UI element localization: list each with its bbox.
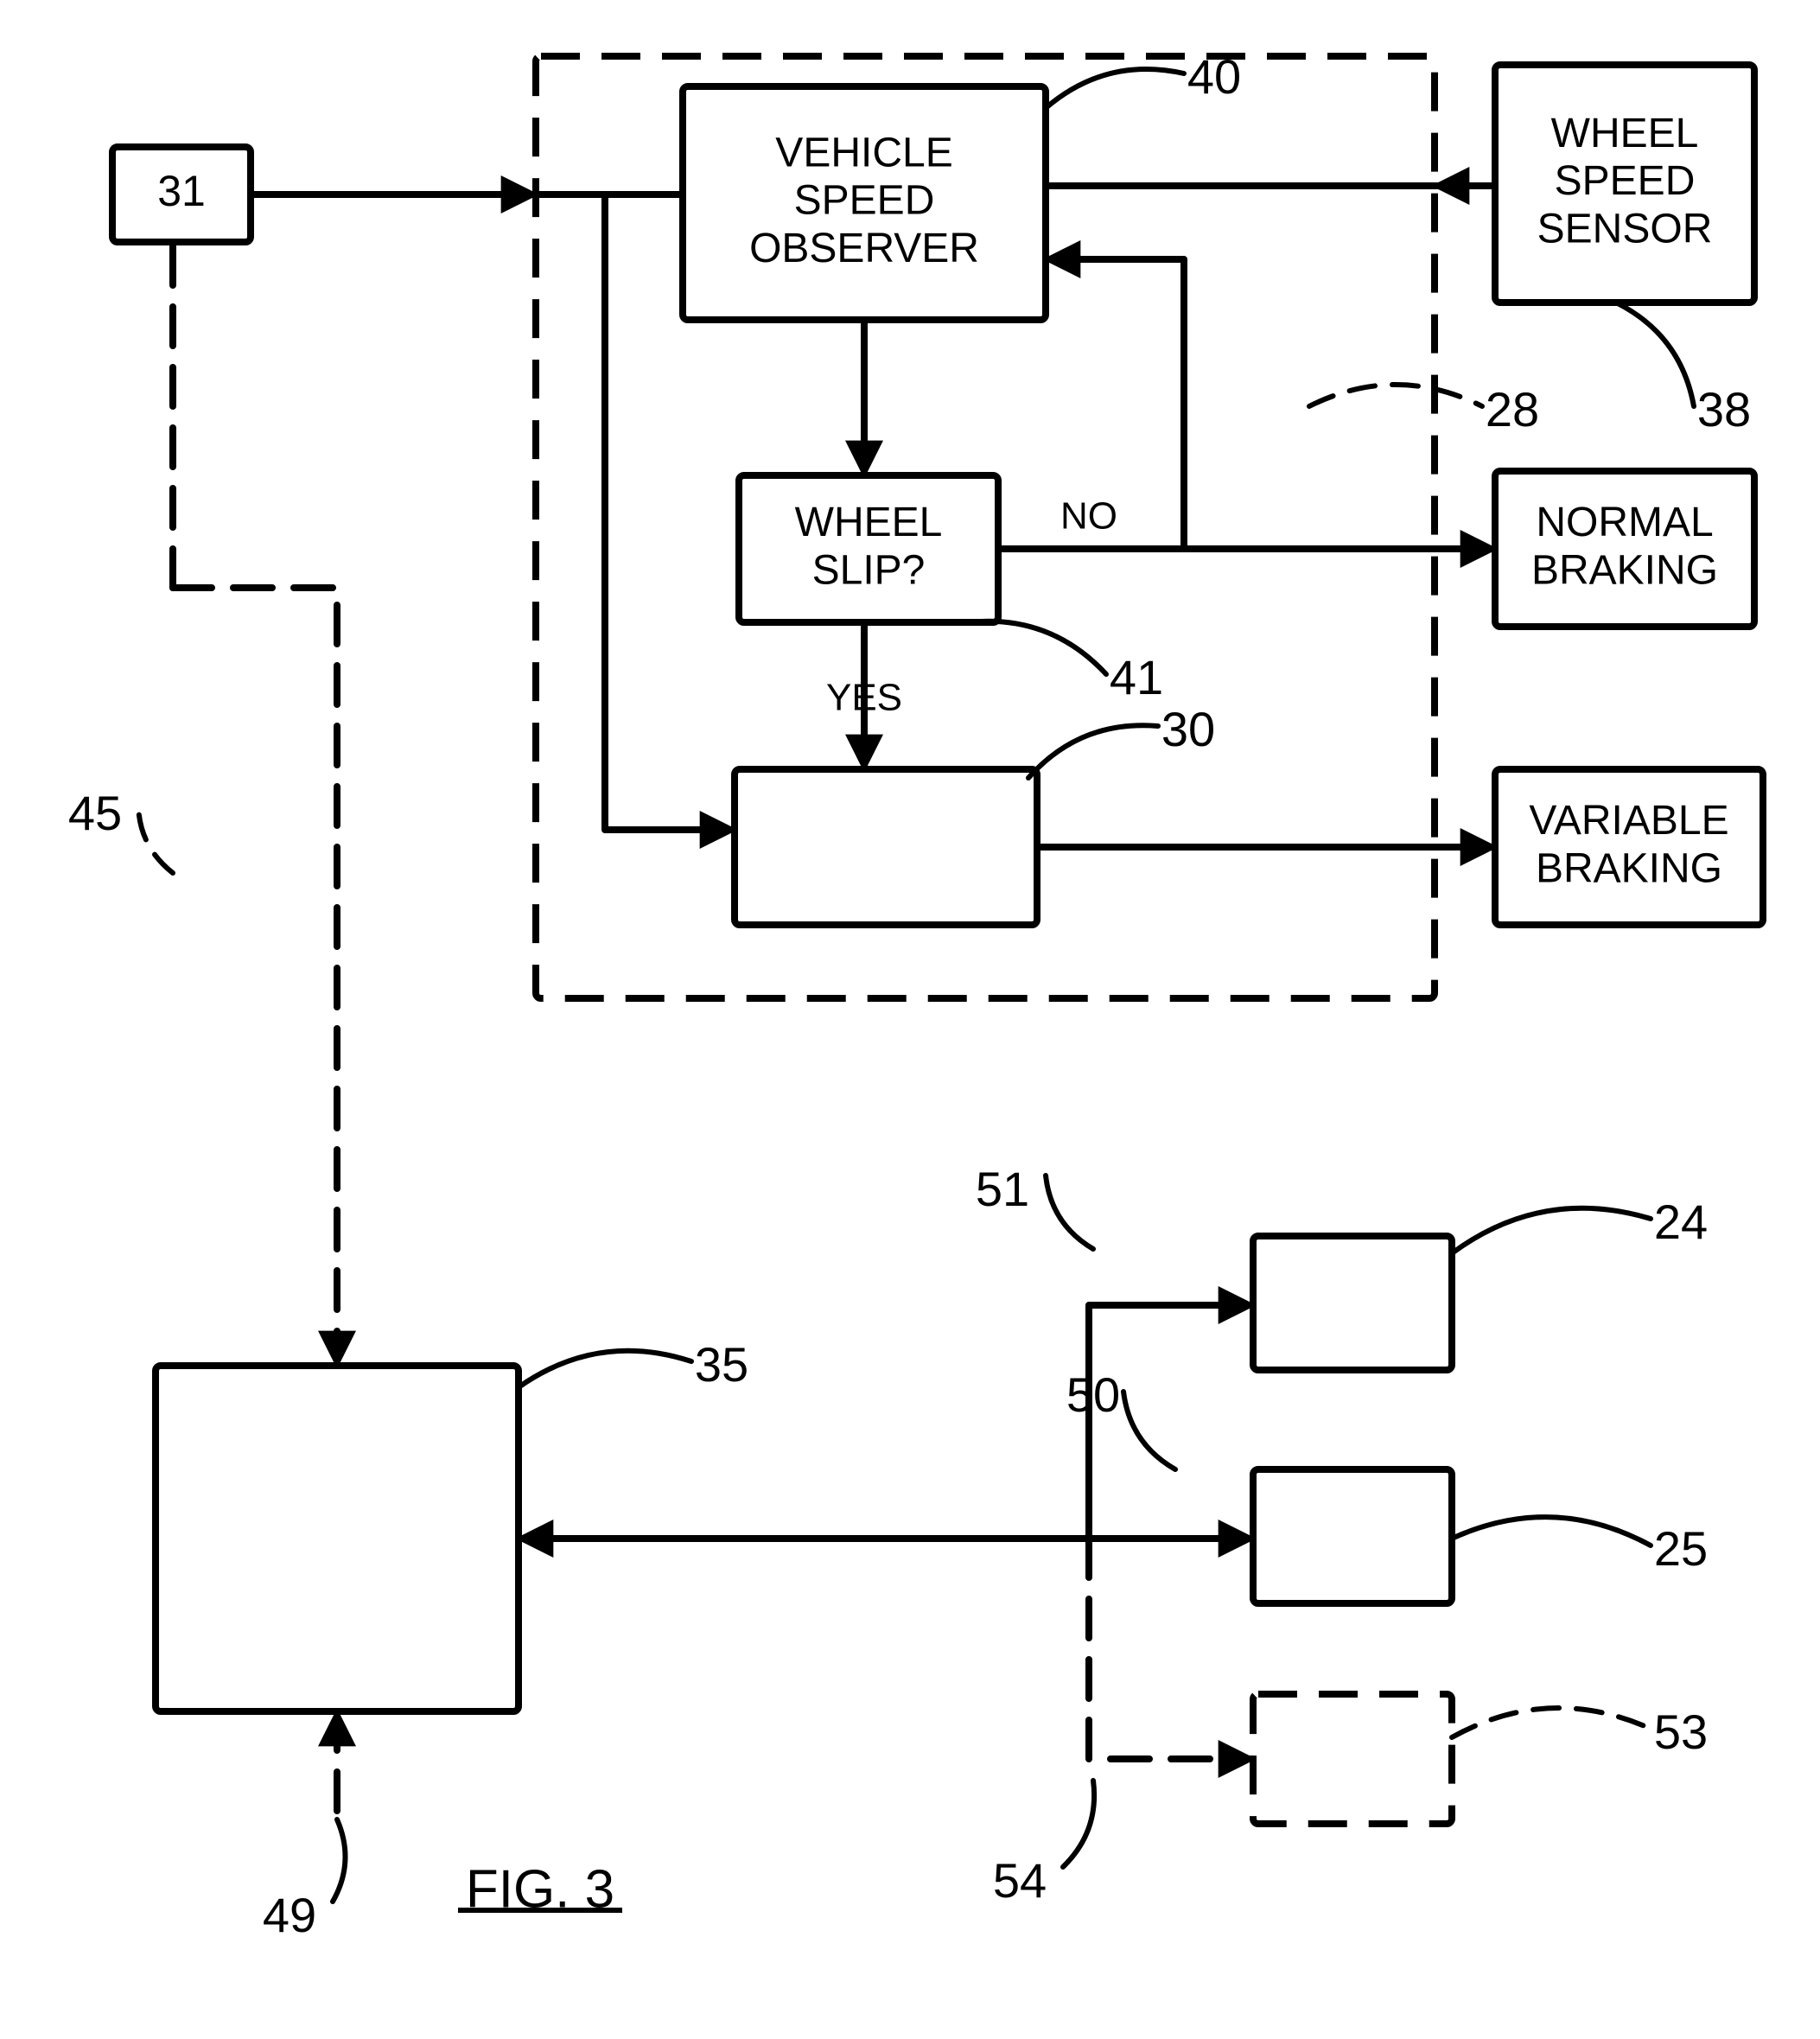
ref-num-n35: 35 (695, 1337, 748, 1392)
ref-num-n30: 30 (1161, 702, 1215, 756)
node-label-n40-0: VEHICLE (775, 130, 952, 175)
ref-num-n38: 38 (1697, 382, 1751, 436)
node-label-nNORM-1: BRAKING (1531, 547, 1718, 593)
ref-num-r51: 51 (976, 1162, 1029, 1216)
node-n25 (1253, 1469, 1452, 1603)
node-label-n40-2: OBSERVER (749, 226, 979, 271)
ref-num-r45: 45 (68, 786, 122, 840)
node-label-n40-1: SPEED (794, 178, 935, 224)
flowchart-figure: 3128VEHICLESPEEDOBSERVER40WHEELSLIP?4130… (0, 0, 1820, 2039)
node-label-n41-1: SLIP? (812, 547, 926, 593)
ref-num-r49: 49 (263, 1888, 316, 1942)
node-n30 (735, 769, 1037, 925)
node-label-n41-0: WHEEL (795, 500, 943, 545)
ref-num-n41: 41 (1110, 650, 1163, 704)
ref-num-n24: 24 (1654, 1195, 1708, 1249)
node-label-n31-0: 31 (157, 167, 206, 215)
ref-num-n50: 50 (1066, 1367, 1120, 1422)
ref-num-n53: 53 (1654, 1704, 1708, 1759)
node-label-n38-1: SPEED (1555, 158, 1696, 204)
edge-label-no: NO (1060, 495, 1117, 538)
ref-num-n25: 25 (1654, 1521, 1708, 1576)
ref-num-n28: 28 (1486, 382, 1539, 436)
node-label-n38-0: WHEEL (1551, 111, 1699, 156)
edge-label-yes: YES (826, 677, 902, 719)
node-label-n38-2: SENSOR (1537, 206, 1713, 252)
node-label-nVAR-0: VARIABLE (1529, 798, 1728, 844)
node-label-nNORM-0: NORMAL (1536, 500, 1713, 545)
node-n35 (156, 1366, 519, 1711)
node-n24 (1253, 1236, 1452, 1370)
node-label-nVAR-1: BRAKING (1536, 845, 1722, 891)
ref-num-r54: 54 (993, 1853, 1047, 1908)
ref-num-n40: 40 (1187, 49, 1241, 104)
